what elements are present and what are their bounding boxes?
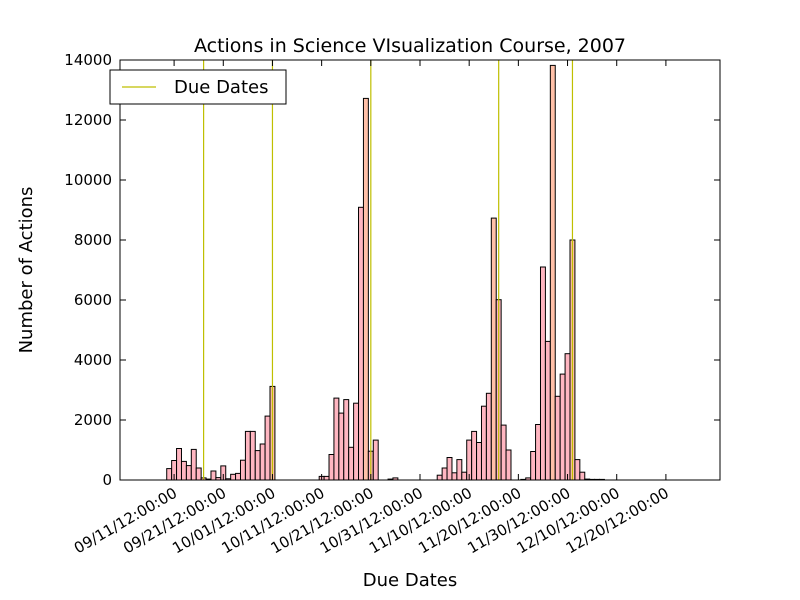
bar <box>461 471 468 481</box>
bar <box>505 449 512 481</box>
bar <box>249 430 256 481</box>
bar <box>456 459 463 481</box>
bar <box>539 266 546 481</box>
y-tick-label: 8000 <box>74 231 112 249</box>
bar <box>544 340 551 481</box>
bar <box>554 395 561 481</box>
y-axis-title: Number of Actions <box>16 187 37 354</box>
bar <box>323 475 330 481</box>
bar <box>353 402 360 481</box>
bar <box>436 474 443 481</box>
bar <box>166 468 173 481</box>
bar <box>348 446 355 481</box>
bar <box>259 443 266 481</box>
bar <box>195 467 202 481</box>
bar <box>210 470 217 481</box>
bar <box>328 454 335 481</box>
bar <box>185 465 192 481</box>
y-tick-label: 10000 <box>64 171 112 189</box>
bar <box>239 459 246 481</box>
bar <box>564 353 571 481</box>
bar <box>451 472 458 481</box>
bar <box>446 457 453 481</box>
bar <box>500 424 507 481</box>
bar <box>441 467 448 481</box>
bar <box>476 442 482 481</box>
x-axis-title: Due Dates <box>363 570 457 591</box>
legend: Due Dates <box>109 69 287 105</box>
y-tick-label: 12000 <box>64 111 112 129</box>
plot-frame <box>119 59 721 481</box>
bar <box>559 373 566 481</box>
y-tick-label: 6000 <box>74 291 112 309</box>
y-tick-label: 4000 <box>74 351 112 369</box>
y-tick-label: 0 <box>102 471 112 489</box>
bar <box>530 451 537 481</box>
bar <box>235 472 241 481</box>
chart-title: Actions in Science VIsualization Course,… <box>194 35 626 57</box>
bar <box>343 399 350 481</box>
bar <box>372 439 379 481</box>
bar <box>480 405 487 481</box>
bar <box>485 392 492 481</box>
y-tick-label: 14000 <box>64 51 112 69</box>
bar <box>358 206 364 481</box>
bar <box>190 448 197 481</box>
due-date-lines <box>203 60 574 480</box>
bar <box>180 460 187 481</box>
y-tick-labels: 0 2000 4000 6000 8000 10000 12000 14000 <box>64 51 112 489</box>
y-tick-label: 2000 <box>74 411 112 429</box>
bar <box>490 217 497 481</box>
bar <box>333 397 340 481</box>
bar <box>471 430 478 481</box>
bar <box>244 430 251 481</box>
bar <box>230 473 237 481</box>
bar <box>254 450 261 481</box>
bar <box>264 415 271 481</box>
legend-label: Due Dates <box>174 77 268 98</box>
bar <box>362 97 369 481</box>
bar <box>176 448 182 481</box>
bar <box>535 424 541 481</box>
bar <box>574 459 581 481</box>
bar <box>338 412 345 481</box>
bar <box>579 471 586 481</box>
bar <box>549 64 556 481</box>
